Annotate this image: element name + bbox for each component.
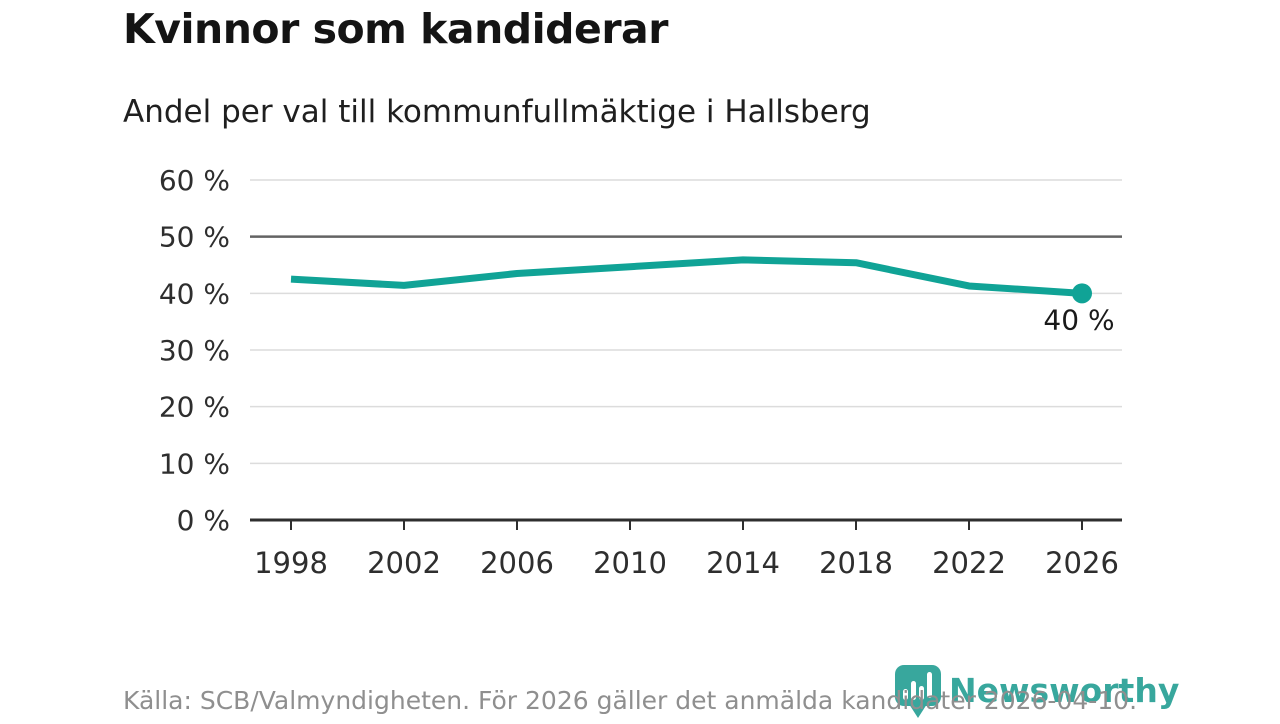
- x-tick-label: 2002: [367, 546, 441, 580]
- y-tick-label: 50 %: [159, 221, 230, 254]
- x-tick-label: 2006: [480, 546, 554, 580]
- y-tick-label: 40 %: [159, 277, 230, 310]
- newsworthy-logo: [894, 664, 944, 724]
- y-tick-label: 0 %: [177, 504, 230, 537]
- x-tick-label: 1998: [254, 546, 328, 580]
- page-title: Kvinnor som kandiderar: [123, 5, 668, 53]
- x-tick-label: 2022: [932, 546, 1006, 580]
- y-tick-label: 10 %: [159, 447, 230, 480]
- trend-line: [290, 256, 1083, 297]
- x-tick-label: 2026: [1045, 546, 1119, 580]
- end-value-label: 40 %: [1043, 303, 1114, 336]
- page-subtitle: Andel per val till kommunfullmäktige i H…: [123, 94, 871, 130]
- x-tick-label: 2014: [706, 546, 780, 580]
- y-tick-label: 20 %: [159, 391, 230, 424]
- brand-name: Newsworthy: [949, 671, 1180, 710]
- y-tick-label: 30 %: [159, 334, 230, 367]
- source-text: Källa: SCB/Valmyndigheten. För 2026 gäll…: [123, 686, 1138, 715]
- newsworthy-pin-bar-chart-icon: [895, 665, 941, 718]
- end-point-marker: [1072, 283, 1092, 304]
- x-tick-label: 2010: [593, 546, 667, 580]
- y-tick-label: 60 %: [159, 164, 230, 197]
- x-tick-label: 2018: [819, 546, 893, 580]
